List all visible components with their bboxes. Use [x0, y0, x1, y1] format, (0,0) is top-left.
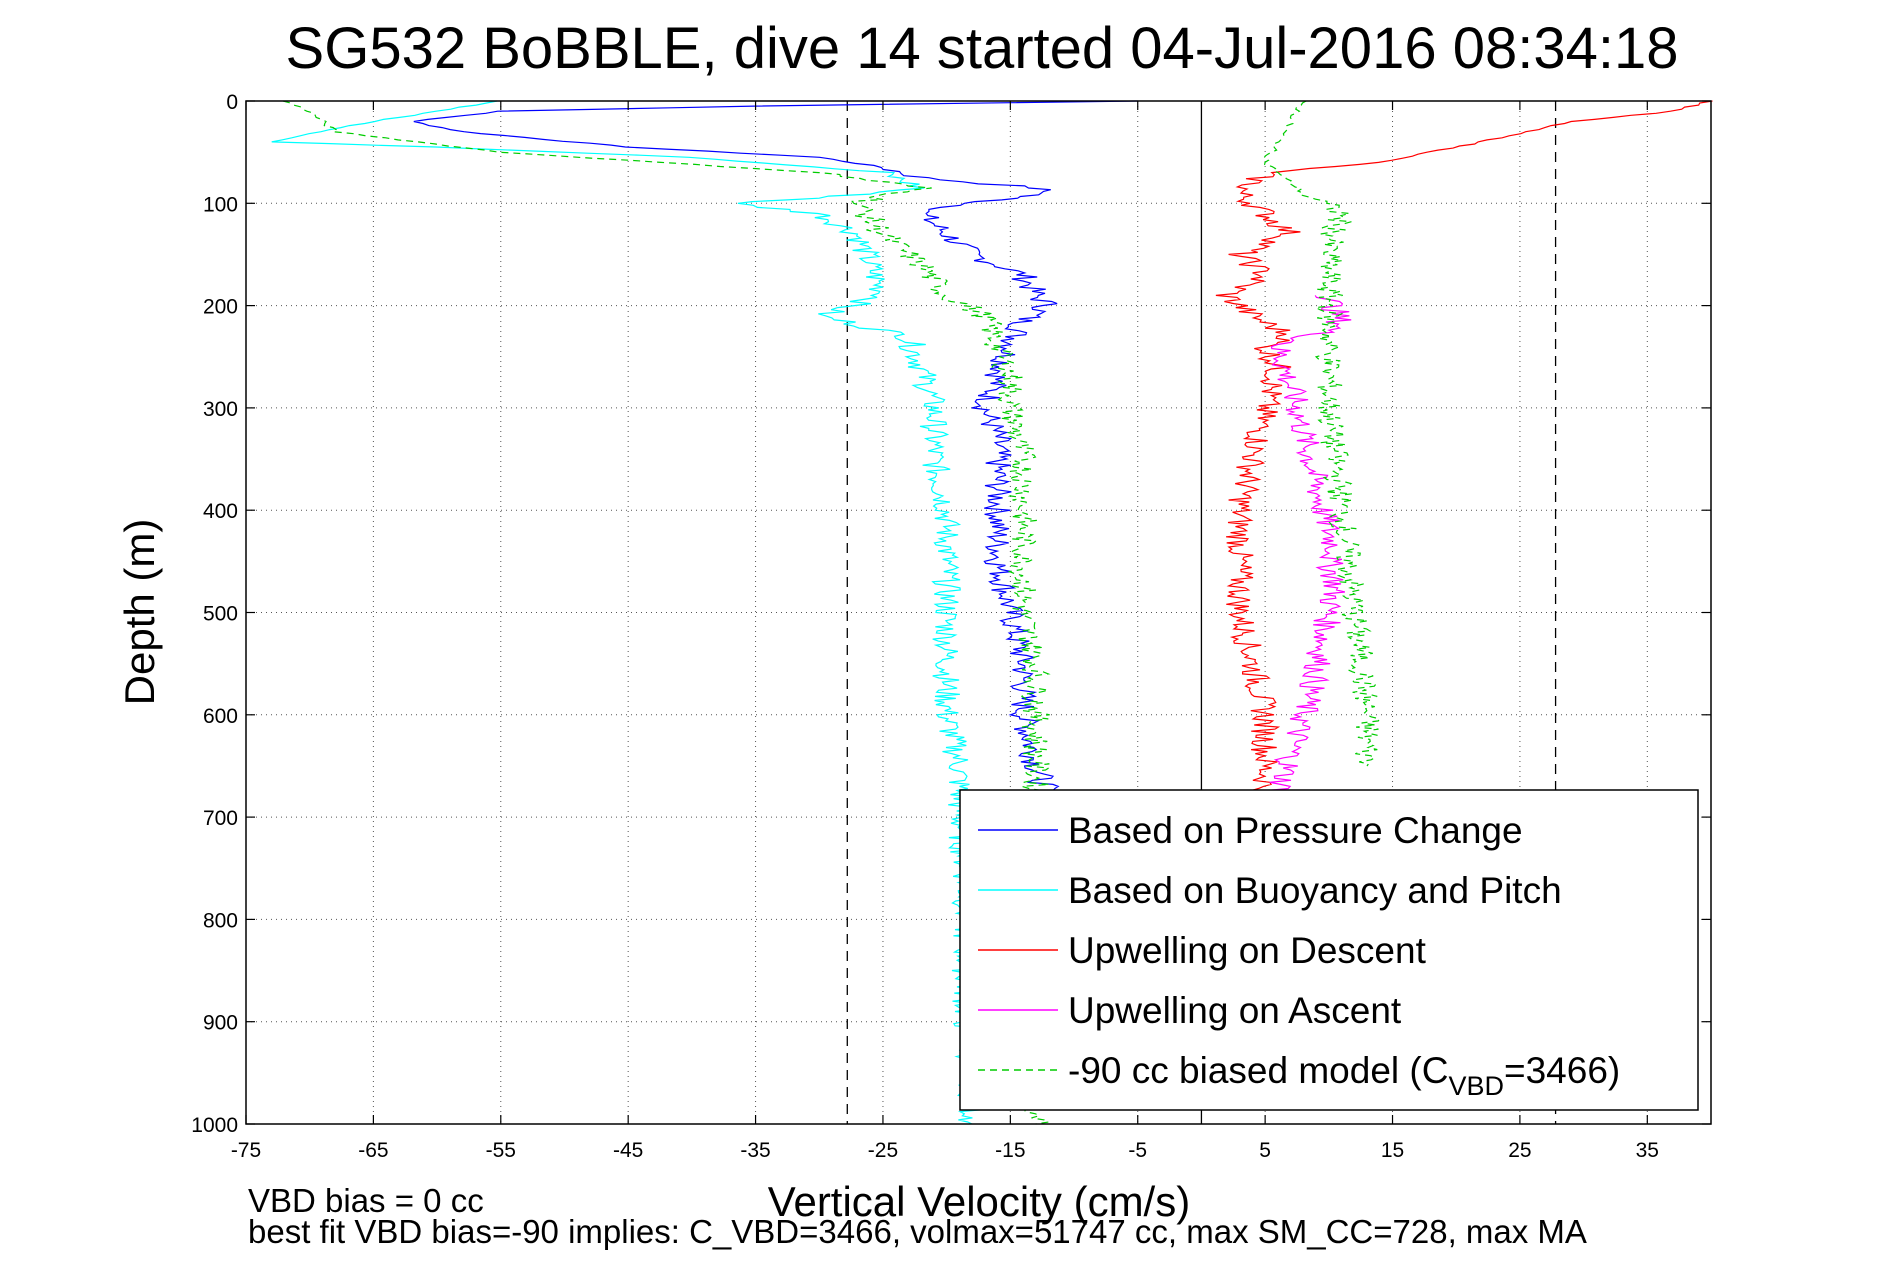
x-axis: -75 -65 -55 -45 -35 -25 -15 -5 5 15 25 35 [231, 101, 1659, 1162]
y-tick-label: 200 [203, 296, 238, 319]
x-tick-label: 25 [1508, 1139, 1531, 1162]
legend-box [959, 789, 1699, 1111]
y-tick-label: 1000 [191, 1114, 238, 1137]
y-axis-label: Depth (m) [116, 519, 163, 706]
series-line [1266, 295, 1352, 798]
y-axis: 0 100 200 300 400 500 600 700 800 900 1000 [191, 91, 1711, 1137]
y-tick-label: 600 [203, 705, 238, 728]
y-tick-label: 700 [203, 807, 238, 830]
x-tick-label: -5 [1128, 1139, 1147, 1162]
x-tick-label: 35 [1636, 1139, 1659, 1162]
x-tick-label: -65 [358, 1139, 388, 1162]
y-tick-label: 300 [203, 398, 238, 421]
y-tick-label: 100 [203, 193, 238, 216]
x-tick-label: -35 [740, 1139, 770, 1162]
legend-label: Upwelling on Descent [1068, 930, 1427, 971]
x-tick-label: 5 [1259, 1139, 1271, 1162]
chart-title: SG532 BoBBLE, dive 14 started 04-Jul-201… [286, 16, 1679, 81]
x-axis-label: Vertical Velocity (cm/s) [768, 1178, 1190, 1225]
y-tick-label: 0 [226, 91, 238, 114]
x-tick-label: 15 [1381, 1139, 1404, 1162]
x-tick-label: -75 [231, 1139, 261, 1162]
legend-label: Based on Pressure Change [1068, 810, 1523, 851]
footer-line-1: VBD bias = 0 cc [248, 1182, 484, 1219]
legend-label: Upwelling on Ascent [1068, 990, 1402, 1031]
series-line [1215, 100, 1713, 818]
x-tick-label: -15 [995, 1139, 1025, 1162]
series-line [413, 100, 1138, 798]
series-line [1263, 100, 1381, 767]
legend-label: Based on Buoyancy and Pitch [1068, 870, 1562, 911]
y-tick-label: 400 [203, 500, 238, 523]
x-tick-label: -25 [868, 1139, 898, 1162]
y-tick-label: 500 [203, 603, 238, 626]
series-line [271, 100, 986, 1125]
y-tick-label: 900 [203, 1012, 238, 1035]
y-tick-label: 800 [203, 909, 238, 932]
legend: Based on Pressure Change Based on Buoyanc… [959, 789, 1699, 1111]
footer-line-2: best fit VBD bias=-90 implies: C_VBD=346… [248, 1213, 1587, 1250]
x-tick-label: -55 [486, 1139, 516, 1162]
x-tick-label: -45 [613, 1139, 643, 1162]
